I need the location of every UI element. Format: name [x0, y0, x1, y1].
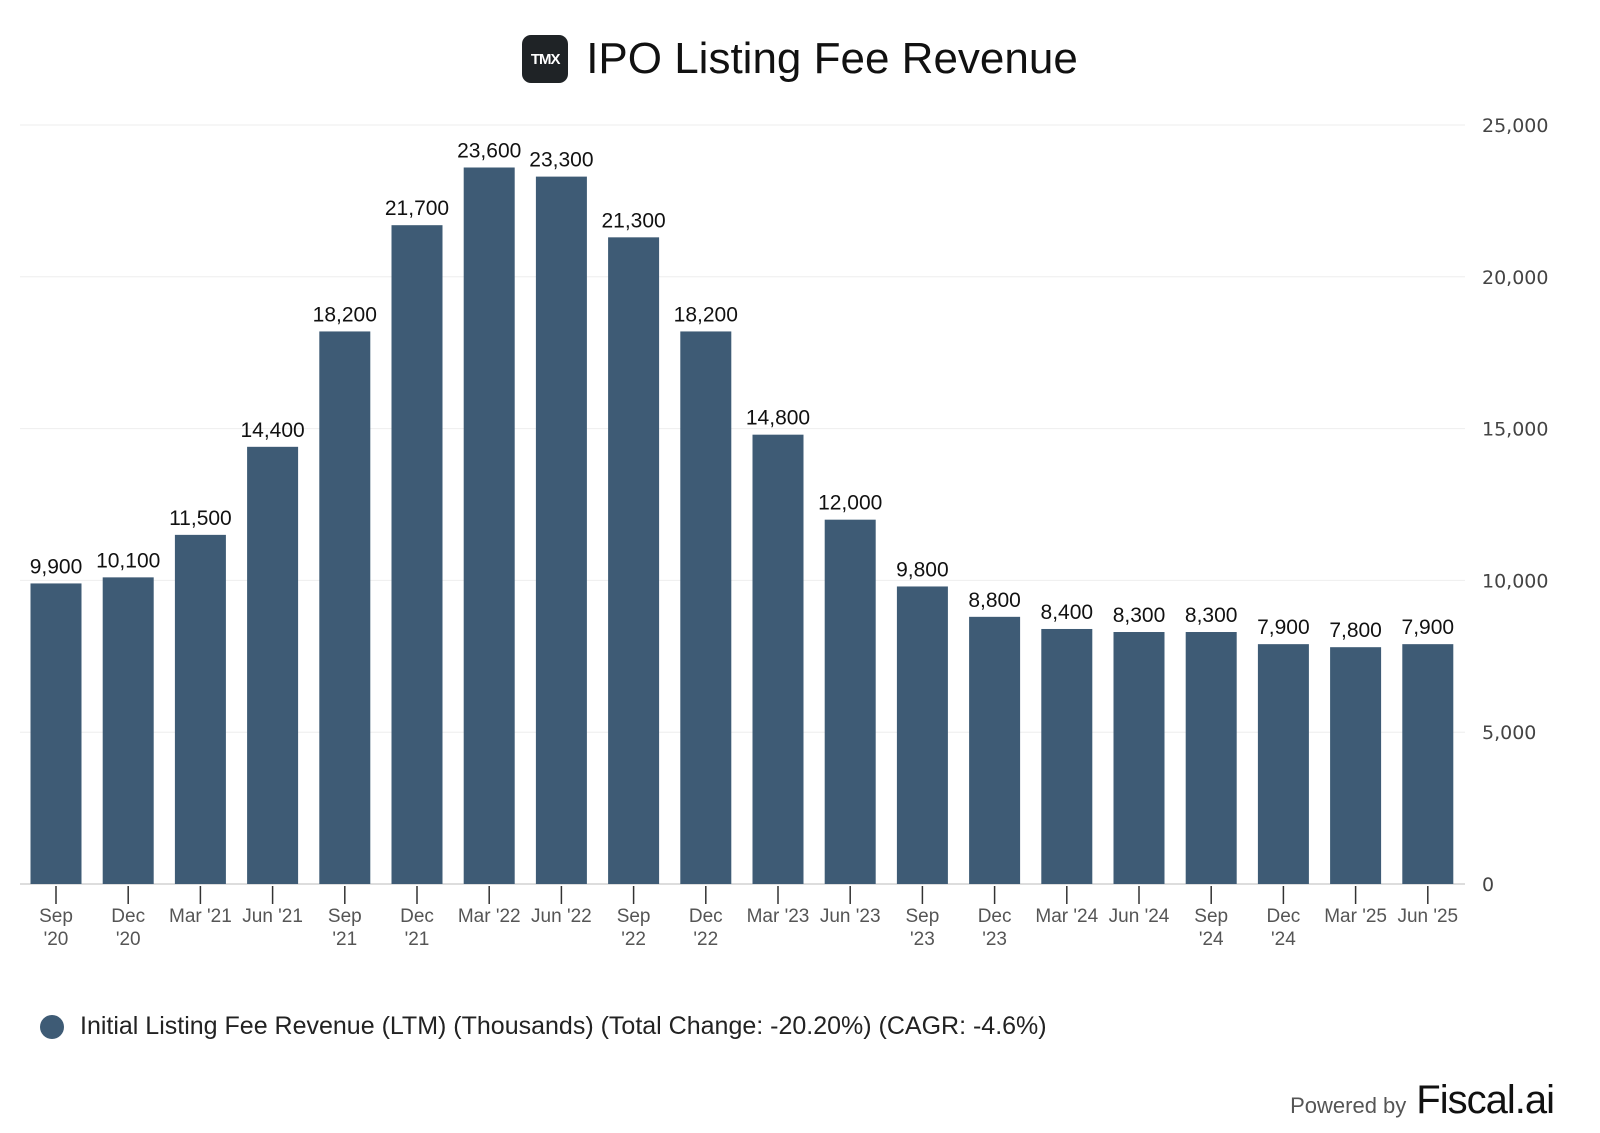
data-label: 21,300	[601, 209, 665, 232]
powered-by-text: Powered by	[1290, 1093, 1407, 1118]
bar	[319, 331, 371, 884]
legend-label: Initial Listing Fee Revenue (LTM) (Thous…	[80, 1012, 1047, 1040]
bar	[1185, 632, 1237, 884]
bar	[752, 434, 804, 884]
x-tick-label: '22	[621, 929, 646, 950]
brand-logo: Fiscal.ai	[1416, 1078, 1555, 1122]
bar-chart: 05,00010,00015,00020,00025,0009,900Sep'2…	[20, 115, 1548, 950]
x-tick-label: Jun '24	[1109, 906, 1170, 927]
x-tick-label: Dec	[111, 906, 145, 927]
x-tick-label: Mar '25	[1324, 906, 1387, 927]
x-tick-label: Mar '23	[747, 906, 810, 927]
x-tick-label: Jun '25	[1397, 906, 1458, 927]
x-tick-label: Sep	[905, 906, 939, 927]
data-label: 8,800	[968, 589, 1021, 612]
bar	[30, 583, 82, 884]
y-tick-label: 15,000	[1482, 419, 1548, 441]
bar	[102, 577, 154, 884]
x-tick-label: Jun '23	[820, 906, 881, 927]
bar	[247, 446, 299, 884]
data-label: 9,800	[896, 558, 949, 581]
x-tick-label: '20	[44, 929, 69, 950]
bar	[1113, 632, 1165, 884]
x-tick-label: '20	[116, 929, 141, 950]
data-label: 14,800	[746, 407, 810, 430]
bar	[1330, 647, 1382, 884]
x-tick-label: Dec	[978, 906, 1012, 927]
bar	[1402, 644, 1454, 884]
data-label: 9,900	[30, 555, 83, 578]
bar	[969, 616, 1021, 884]
data-label: 11,500	[169, 507, 232, 530]
data-label: 14,400	[240, 419, 304, 442]
data-label: 7,900	[1402, 616, 1455, 639]
x-tick-label: '23	[910, 929, 935, 950]
data-label: 23,600	[457, 140, 521, 163]
data-label: 7,800	[1329, 619, 1382, 642]
data-label: 21,700	[385, 197, 449, 220]
tmx-logo-icon: TMX	[522, 35, 569, 83]
powered-by-footer: Powered by Fiscal.ai	[1290, 1078, 1555, 1123]
bar	[608, 237, 660, 884]
x-tick-label: Dec	[1267, 906, 1301, 927]
data-label: 18,200	[674, 303, 738, 326]
bar	[463, 167, 515, 884]
x-tick-label: Jun '22	[531, 906, 592, 927]
bar	[680, 331, 732, 884]
bar	[391, 225, 443, 885]
x-tick-label: Jun '21	[242, 906, 303, 927]
x-tick-label: Dec	[400, 906, 434, 927]
y-tick-label: 10,000	[1482, 570, 1548, 592]
logo-text: TMX	[530, 50, 561, 68]
bar	[824, 519, 876, 884]
data-label: 8,400	[1041, 601, 1094, 624]
data-label: 7,900	[1257, 616, 1310, 639]
x-tick-label: '23	[982, 929, 1007, 950]
x-tick-label: '22	[693, 929, 718, 950]
x-tick-label: Mar '21	[169, 906, 232, 927]
y-tick-label: 5,000	[1482, 722, 1536, 744]
x-tick-label: '24	[1199, 929, 1224, 950]
bar	[1257, 644, 1309, 884]
x-tick-label: Mar '22	[458, 906, 521, 927]
y-tick-label: 0	[1482, 874, 1494, 896]
bar	[896, 586, 948, 884]
data-label: 23,300	[529, 149, 593, 172]
bar	[535, 176, 587, 884]
x-tick-label: Sep	[328, 906, 362, 927]
x-tick-label: Dec	[689, 906, 723, 927]
data-label: 10,100	[96, 549, 160, 572]
x-tick-label: '21	[332, 929, 357, 950]
x-tick-label: '24	[1271, 929, 1296, 950]
chart-title: IPO Listing Fee Revenue	[586, 34, 1078, 83]
y-tick-label: 25,000	[1482, 115, 1548, 137]
bar	[174, 534, 226, 884]
x-tick-label: Mar '24	[1035, 906, 1098, 927]
x-tick-label: '21	[405, 929, 430, 950]
x-tick-label: Sep	[1194, 906, 1228, 927]
legend-swatch	[40, 1014, 64, 1039]
bar	[1041, 628, 1093, 884]
x-tick-label: Sep	[617, 906, 651, 927]
data-label: 8,300	[1185, 604, 1238, 627]
data-label: 12,000	[818, 492, 882, 515]
x-tick-label: Sep	[39, 906, 73, 927]
data-label: 18,200	[313, 303, 377, 326]
chart-header: TMX IPO Listing Fee Revenue	[0, 34, 1600, 84]
y-tick-label: 20,000	[1482, 267, 1548, 289]
data-label: 8,300	[1113, 604, 1166, 627]
legend: Initial Listing Fee Revenue (LTM) (Thous…	[40, 1012, 1047, 1041]
